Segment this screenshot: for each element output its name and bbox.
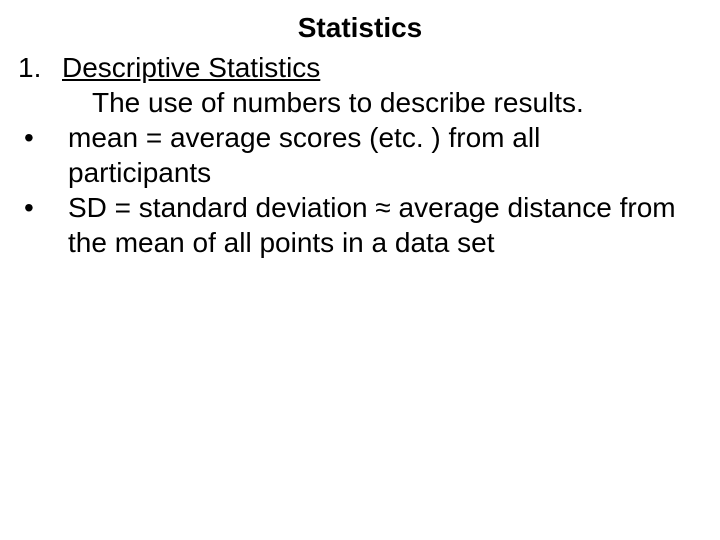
- list-item-1-marker: 1.: [18, 50, 62, 85]
- bullet-a: • mean = average scores (etc. ) from all…: [0, 120, 720, 190]
- bullet-a-marker: •: [18, 120, 68, 155]
- bullet-a-text: mean = average scores (etc. ) from all p…: [68, 120, 680, 190]
- bullet-b-text: SD = standard deviation ≈ average distan…: [68, 190, 680, 260]
- list-item-1-description: The use of numbers to describe results.: [0, 85, 720, 120]
- slide: Statistics 1. Descriptive Statistics The…: [0, 0, 720, 540]
- slide-title: Statistics: [0, 12, 720, 44]
- bullet-b-marker: •: [18, 190, 68, 225]
- list-item-1-heading: Descriptive Statistics: [62, 50, 680, 85]
- list-item-1: 1. Descriptive Statistics: [0, 50, 720, 85]
- bullet-b: • SD = standard deviation ≈ average dist…: [0, 190, 720, 260]
